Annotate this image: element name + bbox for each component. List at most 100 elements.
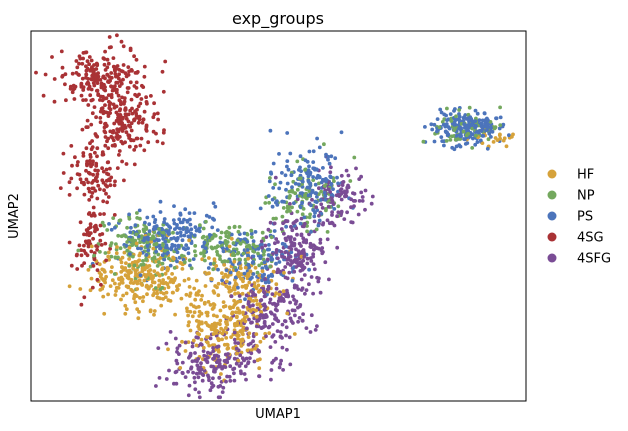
scatter-point-ps [183,207,188,212]
scatter-point-4sg [149,94,153,98]
scatter-point-ps [197,229,202,234]
scatter-point-4sfg [268,297,273,302]
scatter-point-hf [108,284,113,288]
scatter-point-4sfg [281,368,285,372]
scatter-point-ps [250,260,255,265]
scatter-point-4sfg [218,364,223,369]
scatter-point-hf [220,331,225,336]
scatter-point-ps [147,222,152,227]
scatter-point-hf [170,272,175,276]
scatter-point-hf [253,265,258,270]
scatter-point-hf [152,269,157,273]
scatter-point-4sfg [311,262,316,266]
scatter-point-np [232,253,237,258]
scatter-point-4sg [107,177,111,182]
scatter-point-hf [151,275,155,280]
scatter-point-hf [123,303,128,308]
scatter-point-np [112,272,117,276]
scatter-point-4sg [84,177,89,182]
scatter-point-hf [214,264,219,268]
scatter-point-hf [106,292,110,297]
scatter-point-4sfg [320,246,325,250]
scatter-point-4sg [105,160,110,165]
scatter-point-np [108,243,113,248]
scatter-point-4sg [116,116,120,120]
scatter-point-ps [251,239,256,244]
scatter-point-np [138,240,143,245]
scatter-point-ps [335,175,339,180]
scatter-point-4sfg [214,353,219,358]
scatter-point-hf [197,332,202,337]
scatter-point-np [268,264,272,269]
scatter-point-4sg [76,160,80,164]
scatter-point-ps [269,255,274,260]
scatter-point-4sfg [211,364,216,369]
scatter-point-np [118,246,123,251]
scatter-point-4sg [119,139,124,144]
scatter-point-4sfg [220,390,225,394]
scatter-point-hf [187,238,192,243]
scatter-point-np [456,137,461,141]
scatter-point-np [437,125,442,130]
scatter-point-4sfg [297,316,302,320]
scatter-point-4sg [34,70,38,75]
scatter-point-4sfg [221,385,226,390]
scatter-point-np [210,235,215,240]
scatter-point-4sfg [252,359,257,364]
scatter-point-hf [510,134,514,139]
scatter-point-4sg [120,121,124,125]
scatter-point-4sg [58,186,63,191]
scatter-point-ps [145,215,150,220]
scatter-point-ps [186,251,191,256]
scatter-point-4sg [109,75,114,80]
scatter-point-4sfg [199,342,203,346]
scatter-point-hf [215,285,219,290]
scatter-point-4sg [116,129,121,134]
scatter-point-ps [473,142,478,147]
scatter-point-4sfg [303,291,307,296]
scatter-point-4sfg [269,377,273,382]
scatter-point-4sg [115,80,120,85]
scatter-point-hf [240,338,245,343]
scatter-point-ps [211,201,216,206]
scatter-point-ps [312,214,317,219]
scatter-point-4sg [85,118,90,123]
scatter-point-hf [254,298,259,303]
scatter-point-4sg [106,114,111,118]
scatter-point-4sg [50,55,54,59]
scatter-point-4sg [86,87,91,91]
scatter-point-4sfg [216,384,221,389]
scatter-points [34,33,515,400]
scatter-point-np [311,178,316,183]
scatter-point-np [182,260,187,265]
scatter-point-4sg [75,186,79,191]
scatter-point-4sg [60,65,65,70]
scatter-point-ps [448,112,453,116]
scatter-point-ps [473,125,478,130]
scatter-point-np [251,249,256,254]
scatter-point-4sg [107,35,112,39]
scatter-point-4sg [67,240,72,245]
scatter-point-hf [104,274,108,279]
scatter-point-4sfg [359,190,364,195]
scatter-point-4sfg [228,364,233,369]
scatter-point-np [448,138,453,142]
scatter-point-hf [184,292,189,297]
scatter-point-hf [224,336,229,340]
scatter-point-ps [251,272,256,276]
scatter-point-np [218,235,223,240]
scatter-point-4sfg [280,254,284,259]
scatter-point-ps [158,210,163,214]
scatter-point-4sg [89,122,94,127]
scatter-point-hf [149,239,154,244]
scatter-point-hf [215,314,219,319]
scatter-point-4sfg [196,375,201,380]
scatter-point-4sfg [286,294,291,299]
scatter-point-ps [138,273,143,278]
scatter-point-4sfg [339,211,344,216]
scatter-point-np [253,244,258,249]
scatter-point-4sfg [264,334,268,339]
scatter-point-4sg [120,124,125,129]
scatter-point-ps [458,119,463,123]
scatter-point-hf [101,294,106,299]
